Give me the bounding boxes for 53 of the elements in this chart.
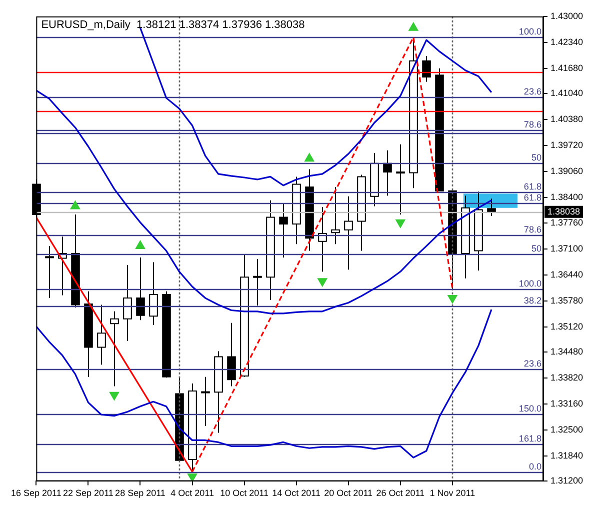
x-tick-label: 22 Sep 2011: [63, 488, 114, 498]
y-tick-label: 1.33160: [550, 398, 584, 408]
point: [304, 153, 314, 162]
text: 61.8: [524, 192, 542, 202]
x-tick-label: 20 Oct 2011: [324, 488, 373, 498]
y-tick-label: 1.35780: [550, 295, 584, 306]
text: 50: [531, 243, 542, 254]
text: 38.2: [524, 295, 542, 306]
y-tick-label: 1.37100: [550, 243, 584, 254]
text: 50: [531, 152, 542, 162]
text: 61.8: [524, 181, 542, 192]
point: [396, 219, 406, 228]
point: [70, 200, 80, 210]
y-tick-label: 1.43000: [550, 10, 584, 21]
y-tick-label: 1.33820: [550, 372, 584, 382]
y-tick-label: 1.39720: [550, 140, 584, 150]
point: [448, 295, 458, 304]
x-tick-label: 10 Oct 2011: [220, 488, 268, 498]
point: [187, 473, 198, 482]
text: 161.8: [518, 433, 542, 444]
x-tick-label: 1 Nov 2011: [430, 488, 476, 498]
text: 23.6: [524, 358, 542, 368]
point: [109, 392, 120, 400]
text: 100.0: [518, 26, 542, 36]
text: 1.38038: [547, 206, 580, 216]
x-tick-label: 16 Sep 2011: [10, 488, 62, 498]
y-tick-label: 1.36440: [550, 269, 584, 280]
x-tick-label: 28 Sep 2011: [115, 488, 166, 498]
point: [318, 278, 328, 287]
y-tick-label: 1.31200: [550, 476, 584, 486]
y-tick-label: 1.42340: [550, 36, 584, 47]
y-tick-label: 1.41040: [550, 88, 584, 98]
y-tick-label: 1.37760: [550, 217, 584, 228]
text: 150.0: [518, 403, 542, 414]
y-tick-label: 1.40380: [550, 114, 584, 124]
y-tick-label: 1.38400: [550, 192, 584, 202]
point: [408, 22, 418, 31]
y-tick-label: 1.41680: [550, 62, 584, 73]
text: 100.0: [518, 278, 542, 288]
point: [135, 240, 146, 250]
y-tick-label: 1.31840: [550, 450, 584, 460]
text: 23.6: [524, 86, 542, 96]
y-tick-label: 1.35120: [550, 321, 584, 332]
x-tick-label: 26 Oct 2011: [376, 488, 425, 498]
text: 0.0: [528, 461, 542, 472]
text: 78.6: [524, 224, 542, 234]
text: 78.6: [524, 119, 542, 130]
y-tick-label: 1.32500: [550, 424, 584, 434]
x-tick-label: 14 Oct 2011: [272, 488, 321, 498]
y-tick-label: 1.34480: [550, 346, 584, 356]
x-tick-label: 4 Oct 2011: [170, 488, 214, 498]
chart-title: EURUSD_m,Daily 1.38121 1.38374 1.37936 1.38038: [41, 18, 305, 31]
y-tick-label: 1.39060: [550, 166, 584, 176]
